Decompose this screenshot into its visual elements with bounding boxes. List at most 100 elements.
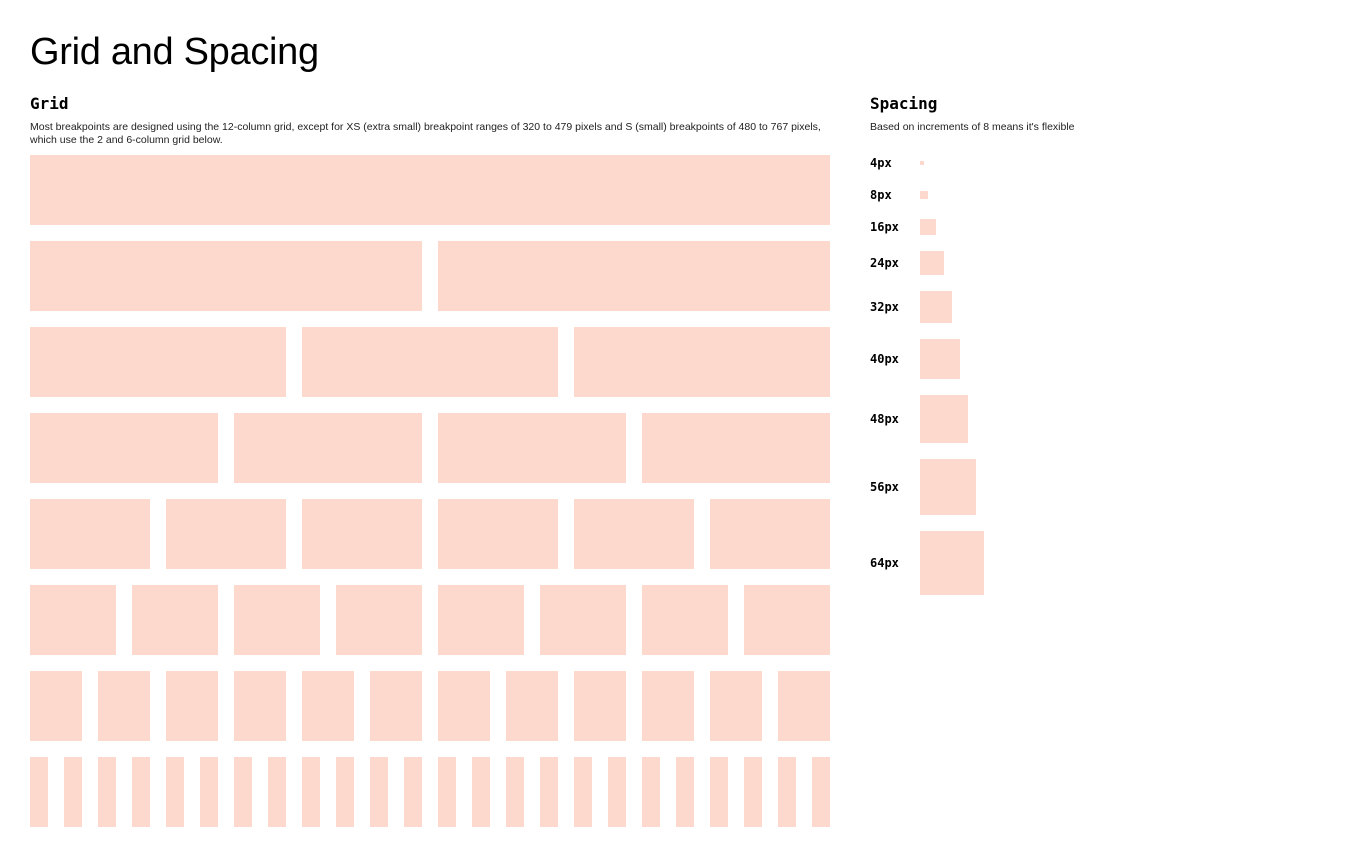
grid-column (302, 499, 422, 569)
spacing-swatch (920, 219, 936, 235)
spacing-swatch (920, 459, 976, 515)
grid-column (302, 327, 558, 397)
spacing-label: 48px (870, 412, 899, 426)
spacing-item: 24px (870, 251, 1170, 275)
spacing-item: 56px (870, 459, 1170, 515)
grid-column (30, 155, 830, 225)
grid-column (370, 757, 388, 827)
grid-column (166, 757, 184, 827)
spacing-label: 32px (870, 300, 899, 314)
spacing-heading: Spacing (870, 94, 938, 113)
grid-column (166, 671, 218, 741)
grid-column (30, 499, 150, 569)
grid-column (540, 585, 626, 655)
grid-row-4-columns (30, 413, 830, 483)
grid-column (438, 671, 490, 741)
spacing-swatch (920, 251, 944, 275)
spacing-item: 16px (870, 219, 1170, 235)
grid-row-24-columns (30, 757, 830, 827)
grid-column (30, 327, 286, 397)
grid-column (642, 585, 728, 655)
grid-column (30, 671, 82, 741)
grid-column (574, 757, 592, 827)
spacing-swatch (920, 395, 968, 443)
grid-column (132, 757, 150, 827)
grid-column (676, 757, 694, 827)
grid-column (778, 671, 830, 741)
grid-row-3-columns (30, 327, 830, 397)
grid-column (30, 585, 116, 655)
grid-column (302, 757, 320, 827)
spacing-label: 40px (870, 352, 899, 366)
grid-column (438, 757, 456, 827)
grid-column (642, 757, 660, 827)
grid-row-12-columns (30, 671, 830, 741)
spacing-swatch (920, 531, 984, 595)
spacing-swatch (920, 339, 960, 379)
grid-column (744, 757, 762, 827)
grid-column (234, 671, 286, 741)
grid-column (302, 671, 354, 741)
grid-column (30, 413, 218, 483)
grid-column (98, 671, 150, 741)
spacing-item: 8px (870, 187, 1170, 203)
grid-column (506, 757, 524, 827)
grid-row-6-columns (30, 499, 830, 569)
spacing-label: 8px (870, 188, 892, 202)
grid-column (234, 413, 422, 483)
grid-column (574, 671, 626, 741)
grid-column (98, 757, 116, 827)
grid-row-2-columns (30, 241, 830, 311)
grid-description: Most breakpoints are designed using the … (30, 121, 821, 146)
grid-column (642, 413, 830, 483)
grid-column (506, 671, 558, 741)
grid-column (438, 499, 558, 569)
grid-column (336, 585, 422, 655)
grid-row-8-columns (30, 585, 830, 655)
spacing-item: 64px (870, 531, 1170, 595)
grid-column (710, 671, 762, 741)
grid-column (710, 499, 830, 569)
spacing-label: 16px (870, 220, 899, 234)
grid-column (268, 757, 286, 827)
page-title: Grid and Spacing (30, 31, 319, 73)
grid-column (438, 241, 830, 311)
grid-column (30, 241, 422, 311)
grid-illustration (30, 155, 830, 843)
grid-column (166, 499, 286, 569)
grid-column (132, 585, 218, 655)
spacing-item: 4px (870, 155, 1170, 171)
grid-column (404, 757, 422, 827)
grid-column (234, 757, 252, 827)
grid-column (64, 757, 82, 827)
grid-column (472, 757, 490, 827)
spacing-scale: 4px 8px 16px 24px 32px 40px 48px 56px 64px (870, 155, 1170, 611)
spacing-swatch (920, 291, 952, 323)
spacing-swatch (920, 161, 924, 165)
grid-column (812, 757, 830, 827)
grid-column (336, 757, 354, 827)
grid-column (234, 585, 320, 655)
spacing-item: 32px (870, 291, 1170, 323)
grid-column (200, 757, 218, 827)
spacing-label: 56px (870, 480, 899, 494)
spacing-item: 48px (870, 395, 1170, 443)
grid-column (642, 671, 694, 741)
grid-column (370, 671, 422, 741)
grid-column (710, 757, 728, 827)
grid-column (438, 585, 524, 655)
grid-column (30, 757, 48, 827)
grid-column (744, 585, 830, 655)
grid-column (608, 757, 626, 827)
spacing-swatch (920, 191, 928, 199)
spacing-label: 64px (870, 556, 899, 570)
spacing-item: 40px (870, 339, 1170, 379)
grid-column (438, 413, 626, 483)
grid-column (778, 757, 796, 827)
grid-column (574, 499, 694, 569)
spacing-label: 24px (870, 256, 899, 270)
spacing-label: 4px (870, 156, 892, 170)
grid-row-1-columns (30, 155, 830, 225)
grid-heading: Grid (30, 94, 69, 113)
grid-column (540, 757, 558, 827)
